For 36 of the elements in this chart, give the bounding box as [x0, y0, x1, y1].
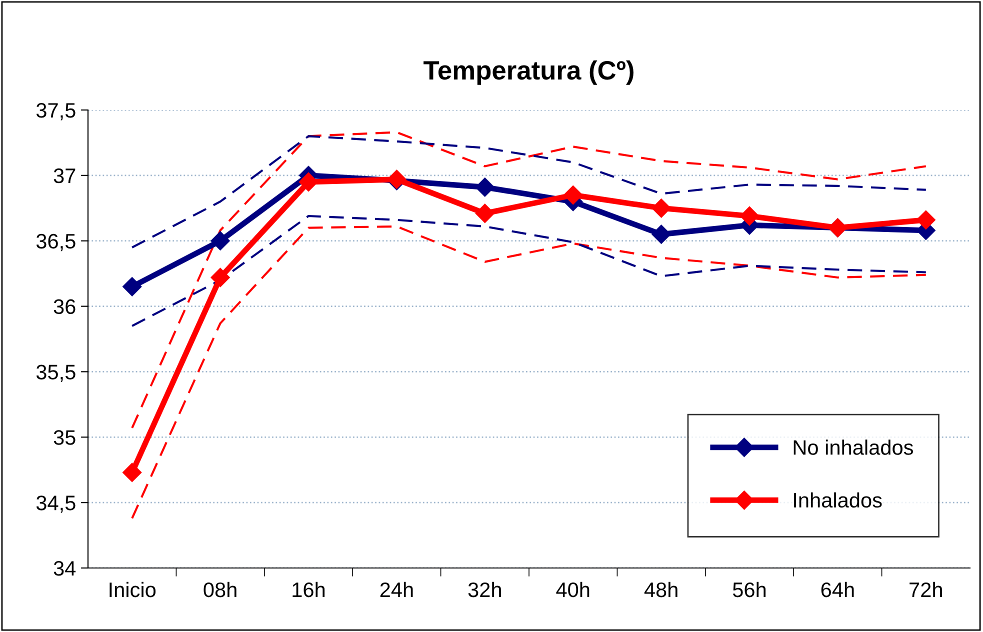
- x-tick-label: Inicio: [110, 582, 156, 598]
- x-tick-label: 56h: [732, 582, 766, 598]
- point: [564, 186, 583, 205]
- y-tick-label: 35: [54, 430, 76, 445]
- chart-title: Temperatura (Cº): [424, 60, 634, 85]
- line-series: [131, 135, 927, 248]
- y-tick-label: 34,5: [36, 496, 76, 513]
- point: [652, 198, 671, 218]
- point: [916, 210, 936, 230]
- point: [740, 206, 760, 226]
- y-tick-label: 35,5: [36, 364, 76, 382]
- x-tick-label: 48h: [644, 582, 678, 598]
- point: [210, 231, 230, 250]
- legend-label: Inhalados: [794, 492, 882, 508]
- point: [210, 268, 230, 288]
- x-tick-label: 32h: [468, 582, 501, 598]
- x-tick-label: 72h: [910, 582, 942, 597]
- point: [652, 224, 671, 244]
- x-tick-label: 24h: [380, 582, 413, 597]
- legend-label: No inhalados: [794, 440, 914, 455]
- x-tick-label: 40h: [556, 582, 590, 598]
- y-tick-label: 37: [54, 168, 76, 184]
- x-tick-label: 08h: [204, 582, 236, 598]
- y-tick-label: 34: [54, 561, 76, 576]
- y-tick-label: 36,5: [36, 234, 76, 252]
- point: [475, 204, 494, 223]
- line-series: [131, 225, 927, 520]
- x-tick-label: 64h: [821, 582, 854, 598]
- point: [122, 277, 142, 296]
- line-series: [131, 214, 927, 327]
- point: [475, 178, 494, 197]
- y-tick-label: 37,5: [36, 103, 76, 120]
- y-tick-label: 36: [54, 299, 76, 314]
- point: [122, 462, 142, 482]
- x-tick-label: 16h: [292, 582, 325, 598]
- line-series: [131, 131, 927, 430]
